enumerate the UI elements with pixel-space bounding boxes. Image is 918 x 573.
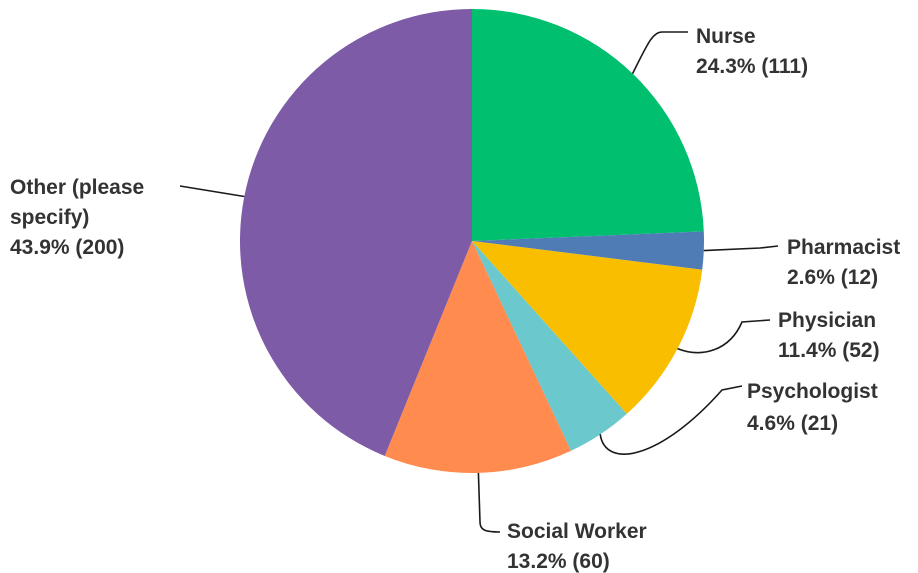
leader-nurse <box>631 31 688 74</box>
value-nurse: 24.3% (111) <box>696 55 808 78</box>
value-social-worker: 13.2% (60) <box>507 550 610 573</box>
slice-psychologist <box>472 241 627 451</box>
pie-slices <box>239 9 704 474</box>
value-other: 43.9% (200) <box>10 236 124 259</box>
label-pharmacist: Pharmacist <box>787 236 900 259</box>
leader-psychologist <box>599 385 743 455</box>
leader-physician <box>677 319 771 354</box>
label-psychologist: Psychologist <box>747 380 878 403</box>
label-social-worker: Social Worker <box>507 520 647 543</box>
leader-other-please-specify <box>179 185 245 198</box>
label-other-line1: Other (please <box>10 176 144 199</box>
value-physician: 11.4% (52) <box>778 339 880 362</box>
value-psychologist: 4.6% (21) <box>747 412 838 435</box>
leader-social-worker <box>477 472 501 533</box>
slice-physician <box>472 241 703 414</box>
slice-nurse <box>472 9 704 241</box>
slice-social-worker <box>384 241 572 474</box>
leader-pharmacist <box>703 245 779 252</box>
value-pharmacist: 2.6% (12) <box>787 266 878 289</box>
label-physician: Physician <box>778 309 876 332</box>
leader-lines <box>179 31 779 533</box>
slice-other-please-specify <box>239 9 472 456</box>
label-nurse: Nurse <box>696 25 756 48</box>
label-other-line2: specify) <box>10 206 89 229</box>
slice-pharmacist <box>472 231 704 270</box>
